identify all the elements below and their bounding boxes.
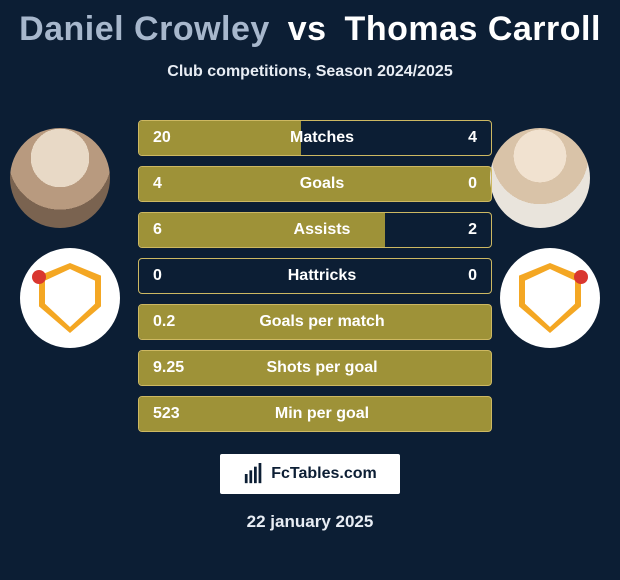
player1-name: Daniel Crowley <box>19 10 270 48</box>
stat-label: Min per goal <box>213 405 431 423</box>
stat-value-right: 4 <box>431 129 491 147</box>
stat-value-left: 4 <box>139 175 213 193</box>
stat-value-left: 6 <box>139 221 213 239</box>
stat-label: Assists <box>213 221 431 239</box>
player2-name: Thomas Carroll <box>345 10 601 48</box>
stat-value-left: 9.25 <box>139 359 213 377</box>
stat-value-right: 2 <box>431 221 491 239</box>
date-text: 22 january 2025 <box>0 512 620 532</box>
stat-row: 9.25Shots per goal <box>138 350 492 386</box>
club-accent-dot <box>32 270 46 284</box>
player2-club-badge <box>500 248 600 348</box>
stat-label: Goals <box>213 175 431 193</box>
brand-badge: FcTables.com <box>220 454 400 494</box>
brand-text: FcTables.com <box>271 465 377 483</box>
stats-table: 20Matches44Goals06Assists20Hattricks00.2… <box>138 120 492 442</box>
club-shield-icon <box>519 263 581 333</box>
stat-value-left: 523 <box>139 405 213 423</box>
stat-value-left: 20 <box>139 129 213 147</box>
club-accent-dot <box>574 270 588 284</box>
stat-row: 4Goals0 <box>138 166 492 202</box>
stat-value-right: 0 <box>431 175 491 193</box>
stat-value-left: 0 <box>139 267 213 285</box>
comparison-title: Daniel Crowley vs Thomas Carroll <box>0 0 620 49</box>
stat-value-right: 0 <box>431 267 491 285</box>
player1-avatar <box>10 128 110 228</box>
stat-row: 6Assists2 <box>138 212 492 248</box>
player1-club-badge <box>20 248 120 348</box>
bars-icon <box>243 463 265 485</box>
stat-label: Shots per goal <box>213 359 431 377</box>
club-shield-icon <box>39 263 101 333</box>
stat-label: Goals per match <box>213 313 431 331</box>
stat-label: Matches <box>213 129 431 147</box>
stat-row: 0.2Goals per match <box>138 304 492 340</box>
player2-avatar <box>490 128 590 228</box>
stat-label: Hattricks <box>213 267 431 285</box>
stat-row: 20Matches4 <box>138 120 492 156</box>
vs-separator: vs <box>288 10 327 48</box>
subtitle: Club competitions, Season 2024/2025 <box>0 63 620 81</box>
stat-row: 523Min per goal <box>138 396 492 432</box>
stat-value-left: 0.2 <box>139 313 213 331</box>
stat-row: 0Hattricks0 <box>138 258 492 294</box>
